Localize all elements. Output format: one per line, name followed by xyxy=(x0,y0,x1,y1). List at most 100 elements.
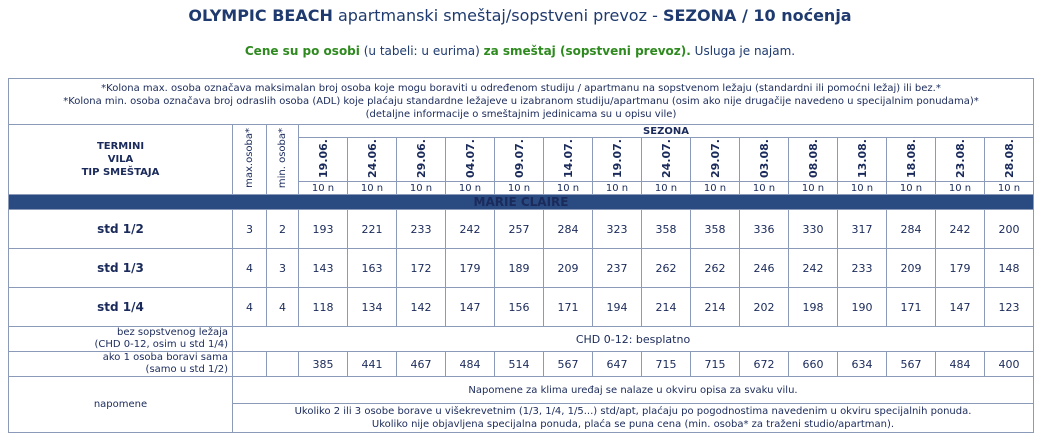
table-row: std 1/4 4 4 118 134 142 147 156 171 194 214 214 202 1… xyxy=(8,287,1034,327)
single-label: ako 1 osoba boravi sama (samo u std 1/2) xyxy=(8,351,233,377)
price-cell: 193 xyxy=(298,209,348,249)
max-persons: 4 xyxy=(232,287,267,327)
nights-cell: 10 n xyxy=(690,181,740,195)
nights-cell: 10 n xyxy=(935,181,985,195)
price-cell: 179 xyxy=(445,248,495,288)
date-header: 29.07. xyxy=(690,137,740,182)
price-cell: 284 xyxy=(886,209,936,249)
title-season: SEZONA / 10 noćenja xyxy=(662,6,852,25)
price-cell: 118 xyxy=(298,287,348,327)
single-price-cell: 400 xyxy=(984,351,1034,377)
single-price-cell: 467 xyxy=(396,351,446,377)
price-cell: 242 xyxy=(445,209,495,249)
price-cell: 147 xyxy=(445,287,495,327)
price-cell: 156 xyxy=(494,287,544,327)
date-label: 23.08. xyxy=(953,138,967,178)
subtitle-currency: (u tabeli: u eurima) xyxy=(363,44,480,58)
nights-cell: 10 n xyxy=(739,181,789,195)
price-cell: 143 xyxy=(298,248,348,288)
date-header: 18.08. xyxy=(886,137,936,182)
termini-header: TERMINI VILA TIP SMEŠTAJA xyxy=(8,124,233,195)
note-max: *Kolona max. osoba označava maksimalan b… xyxy=(101,83,941,94)
page-title: OLYMPIC BEACH apartmanski smeštaj/sopstv… xyxy=(0,6,1040,25)
no-bed-label-line1: bez sopstvenog ležaja xyxy=(116,327,228,338)
price-cell: 262 xyxy=(690,248,740,288)
price-cell: 242 xyxy=(935,209,985,249)
max-label: max.osoba* xyxy=(244,128,255,188)
date-header: 24.07. xyxy=(641,137,691,182)
single-label-line1: ako 1 osoba boravi sama xyxy=(102,352,228,363)
room-type: std 1/2 xyxy=(8,209,233,249)
price-cell: 148 xyxy=(984,248,1034,288)
nights-cell: 10 n xyxy=(837,181,887,195)
price-cell: 202 xyxy=(739,287,789,327)
price-cell: 330 xyxy=(788,209,838,249)
note-details: (detaljne informacije o smeštajnim jedin… xyxy=(365,109,677,120)
no-bed-label-line2: (CHD 0-12, osim u std 1/4) xyxy=(94,339,228,350)
date-label: 08.08. xyxy=(806,138,820,178)
price-cell: 198 xyxy=(788,287,838,327)
price-cell: 179 xyxy=(935,248,985,288)
nights-cell: 10 n xyxy=(886,181,936,195)
single-price-cell: 672 xyxy=(739,351,789,377)
price-cell: 214 xyxy=(641,287,691,327)
date-label: 13.08. xyxy=(855,138,869,178)
price-cell: 233 xyxy=(837,248,887,288)
price-cell: 242 xyxy=(788,248,838,288)
nights-cell: 10 n xyxy=(543,181,593,195)
title-description: apartmanski smeštaj/sopstveni prevoz - xyxy=(337,6,658,25)
date-label: 19.06. xyxy=(316,138,330,178)
single-price-cell: 715 xyxy=(641,351,691,377)
single-price-cell: 647 xyxy=(592,351,642,377)
price-table: *Kolona max. osoba označava maksimalan b… xyxy=(8,78,1034,433)
price-cell: 171 xyxy=(886,287,936,327)
nights-cell: 10 n xyxy=(445,181,495,195)
price-cell: 163 xyxy=(347,248,397,288)
subtitle-accommodation: za smeštaj (sopstveni prevoz). xyxy=(483,44,691,58)
price-cell: 336 xyxy=(739,209,789,249)
single-price-cell: 660 xyxy=(788,351,838,377)
single-price-cell: 634 xyxy=(837,351,887,377)
napomene-line3: Ukoliko nije objavljena specijalna ponud… xyxy=(371,419,895,430)
price-cell: 317 xyxy=(837,209,887,249)
price-cell: 200 xyxy=(984,209,1034,249)
price-cell: 147 xyxy=(935,287,985,327)
single-price-cell: 385 xyxy=(298,351,348,377)
room-type: std 1/4 xyxy=(8,287,233,327)
price-cell: 246 xyxy=(739,248,789,288)
date-label: 24.07. xyxy=(659,138,673,178)
termini-label: TERMINI xyxy=(96,141,145,152)
price-cell: 171 xyxy=(543,287,593,327)
date-header: 28.08. xyxy=(984,137,1034,182)
single-price-cell: 441 xyxy=(347,351,397,377)
price-cell: 142 xyxy=(396,287,446,327)
villa-name: MARIE CLAIRE xyxy=(8,194,1034,210)
price-cell: 209 xyxy=(886,248,936,288)
title-hotel: OLYMPIC BEACH xyxy=(188,6,333,25)
date-label: 19.07. xyxy=(610,138,624,178)
max-persons: 4 xyxy=(232,248,267,288)
price-cell: 323 xyxy=(592,209,642,249)
subtitle-service: Usluga je najam. xyxy=(694,44,796,58)
napomene-line1: Napomene za klima uređaj se nalaze u okv… xyxy=(232,376,1034,404)
single-price-cell: 715 xyxy=(690,351,740,377)
date-header: 14.07. xyxy=(543,137,593,182)
single-row: ako 1 osoba boravi sama (samo u std 1/2)… xyxy=(8,351,1034,377)
date-header: 08.08. xyxy=(788,137,838,182)
date-header: 29.06. xyxy=(396,137,446,182)
single-price-cell: 514 xyxy=(494,351,544,377)
napomene-label: napomene xyxy=(8,376,233,433)
single-price-cell: 484 xyxy=(445,351,495,377)
nights-cell: 10 n xyxy=(984,181,1034,195)
no-bed-label: bez sopstvenog ležaja (CHD 0-12, osim u … xyxy=(8,326,233,352)
single-price-cell: 567 xyxy=(886,351,936,377)
date-header: 03.08. xyxy=(739,137,789,182)
price-cell: 233 xyxy=(396,209,446,249)
nights-cell: 10 n xyxy=(788,181,838,195)
price-cell: 194 xyxy=(592,287,642,327)
subtitle-price-note: Cene su po osobi xyxy=(244,44,360,58)
price-cell: 358 xyxy=(641,209,691,249)
date-label: 18.08. xyxy=(904,138,918,178)
date-header: 24.06. xyxy=(347,137,397,182)
max-header: max.osoba* xyxy=(232,124,267,195)
